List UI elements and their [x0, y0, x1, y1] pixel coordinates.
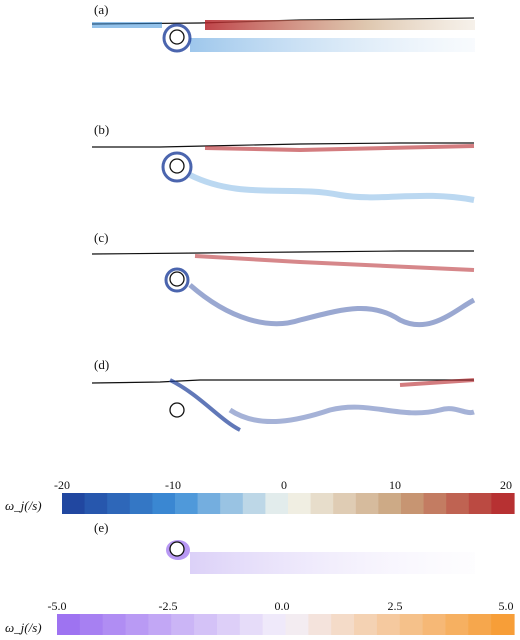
colorbar-segment	[376, 614, 401, 635]
surface-vorticity-d	[399, 378, 475, 387]
colorbar-segment	[378, 493, 402, 514]
colorbar-segment	[148, 614, 172, 635]
colorbar-segment	[468, 614, 492, 635]
cylinder-e	[169, 541, 185, 557]
colorbar-segment	[220, 493, 244, 514]
colorbar-1-ticks: -20 -10 0 10 20	[54, 478, 512, 492]
cylinder-b	[169, 158, 185, 174]
colorbar-segment	[242, 493, 266, 514]
cb2-tick-3: 2.5	[388, 599, 403, 613]
colorbar-segment	[354, 614, 378, 635]
colorbar-segment	[399, 614, 424, 635]
colorbar-segment	[333, 493, 357, 514]
wake-e	[190, 552, 475, 574]
colorbar-segment	[171, 614, 195, 635]
colorbar-vorticity: -20 -10 0 10 20 ω_j(/s)	[5, 478, 515, 514]
shear-layer-a	[162, 23, 192, 53]
colorbar-2-label: ω_j(/s)	[5, 620, 42, 635]
wake-c	[188, 283, 476, 328]
panel-label-b: (b)	[94, 122, 109, 137]
surface-vorticity-c	[194, 254, 475, 272]
panel-e: (e)	[94, 520, 475, 574]
colorbar-segment	[308, 614, 332, 635]
colorbar-segment	[102, 614, 127, 635]
cb1-tick-1: -10	[165, 478, 181, 492]
cb2-tick-0: -5.0	[48, 599, 67, 613]
free-surface-d	[91, 379, 474, 384]
colorbar-2-ticks: -5.0 -2.5 0.0 2.5 5.0	[48, 599, 514, 613]
surface-vorticity-b	[204, 144, 475, 153]
cylinder-c	[169, 271, 185, 287]
colorbar-segment	[84, 493, 108, 514]
cb1-tick-3: 10	[389, 478, 401, 492]
colorbar-segment	[331, 614, 355, 635]
wake-a	[190, 38, 475, 52]
jet-d	[169, 378, 241, 432]
colorbar-segment	[62, 493, 86, 514]
colorbar-segment	[216, 614, 241, 635]
colorbar-segment	[197, 493, 221, 514]
panel-d: (d)	[91, 357, 475, 432]
panel-label-d: (d)	[94, 357, 109, 372]
cb1-tick-2: 0	[281, 478, 287, 492]
colorbar-segment	[79, 614, 104, 635]
colorbar-segment	[310, 493, 334, 514]
cylinder-d	[169, 402, 185, 418]
colorbar-1-label: ω_j(/s)	[5, 498, 42, 513]
colorbar-segment	[194, 614, 218, 635]
colorbar-segment	[175, 493, 199, 514]
panel-label-a: (a)	[94, 2, 108, 17]
colorbar-2-bar	[57, 614, 515, 635]
colorbar-segment	[288, 493, 312, 514]
panel-a: (a)	[91, 2, 475, 53]
inflow-layer-a	[92, 22, 162, 28]
colorbar-segment	[107, 493, 131, 514]
colorbar-segment	[152, 493, 176, 514]
shear-layer-c	[164, 267, 190, 293]
panel-c: (c)	[91, 230, 476, 328]
cb2-tick-4: 5.0	[499, 599, 514, 613]
colorbar-segment	[468, 493, 492, 514]
colorbar-segment	[125, 614, 149, 635]
panel-label-c: (c)	[94, 230, 108, 245]
free-surface-b	[92, 142, 474, 148]
colorbar-segment	[491, 614, 515, 635]
cylinder-a	[169, 29, 185, 45]
colorbar-segment	[262, 614, 287, 635]
panel-label-e: (e)	[94, 520, 108, 535]
colorbar-segment	[401, 493, 425, 514]
colorbar-segment	[57, 614, 81, 635]
panel-b: (b)	[92, 122, 475, 203]
colorbar-segment	[239, 614, 264, 635]
cb1-tick-0: -20	[54, 478, 70, 492]
wake-d	[228, 404, 475, 424]
colorbar-segment	[355, 493, 379, 514]
colorbar-segment	[422, 614, 447, 635]
colorbar-segment	[265, 493, 289, 514]
shear-layer-b	[161, 151, 193, 183]
colorbar-segment	[491, 493, 515, 514]
colorbar-segment	[445, 614, 469, 635]
colorbar-scalar: -5.0 -2.5 0.0 2.5 5.0 ω_j(/s)	[5, 599, 515, 635]
colorbar-segment	[423, 493, 447, 514]
colorbar-segment	[129, 493, 153, 514]
cb1-tick-4: 20	[500, 478, 512, 492]
colorbar-segment	[285, 614, 309, 635]
vorticity-sheet-a	[205, 20, 475, 30]
cb2-tick-2: 0.0	[275, 599, 290, 613]
cb2-tick-1: -2.5	[159, 599, 178, 613]
wake-b	[188, 172, 475, 203]
free-surface-c	[91, 250, 474, 255]
colorbar-1-bar	[62, 493, 515, 514]
colorbar-segment	[446, 493, 470, 514]
